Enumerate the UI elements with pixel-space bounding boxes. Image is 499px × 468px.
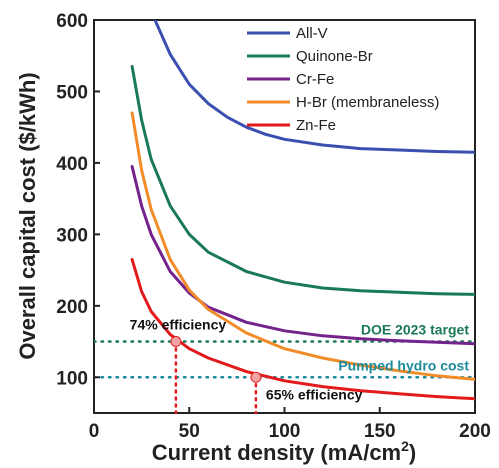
y-tick-label: 400 <box>56 154 88 175</box>
efficiency-point <box>170 336 182 348</box>
efficiency-points <box>170 336 262 383</box>
efficiency-drop-lines <box>174 340 258 415</box>
series-line-all-v <box>153 20 475 154</box>
x-axis-ticks: 0 50 100 150 200 <box>89 407 491 442</box>
legend-label-zn-fe: Zn-Fe <box>296 117 336 134</box>
y-axis-ticks: 100 200 300 400 500 600 <box>56 11 100 389</box>
legend: All-V Quinone-Br Cr-Fe H-Br (membraneless) Z… <box>247 25 439 134</box>
efficiency-label: 74% efficiency <box>130 317 227 333</box>
legend-label-all-v: All-V <box>296 25 328 42</box>
x-axis-label: Current density (mA/cm2) <box>152 438 417 465</box>
series-line-quinone-br <box>130 64 475 296</box>
y-tick-label: 600 <box>56 11 88 32</box>
reference-label-pumped-hydro-cost: Pumped hydro cost <box>338 357 469 373</box>
y-tick-label: 200 <box>56 297 88 318</box>
y-tick-label: 100 <box>56 368 88 389</box>
series-lines <box>130 20 475 401</box>
y-axis-label: Overall capital cost ($/kWh) <box>15 72 40 359</box>
series-line-zn-fe <box>130 257 475 401</box>
efficiency-label: 65% efficiency <box>266 386 363 402</box>
x-axis-label-superscript: 2 <box>401 438 409 454</box>
x-tick-label: 200 <box>459 421 491 442</box>
legend-label-h-br-membraneless: H-Br (membraneless) <box>296 94 439 111</box>
efficiency-point <box>250 371 262 383</box>
x-tick-label: 0 <box>89 421 100 442</box>
series-line-cr-fe <box>130 165 475 346</box>
x-tick-label: 50 <box>179 421 200 442</box>
reference-label-doe-2023-target: DOE 2023 target <box>361 322 469 338</box>
x-axis-label-tail: ) <box>409 440 416 465</box>
x-tick-label: 150 <box>364 421 396 442</box>
legend-label-quinone-br: Quinone-Br <box>296 48 373 65</box>
series-line-h-br-membraneless <box>130 111 475 381</box>
reference-line-labels: DOE 2023 target Pumped hydro cost <box>338 322 469 374</box>
y-tick-label: 500 <box>56 82 88 103</box>
x-tick-label: 100 <box>269 421 301 442</box>
efficiency-labels: 74% efficiency 65% efficiency <box>130 317 363 403</box>
y-tick-label: 300 <box>56 225 88 246</box>
legend-label-cr-fe: Cr-Fe <box>296 71 334 88</box>
